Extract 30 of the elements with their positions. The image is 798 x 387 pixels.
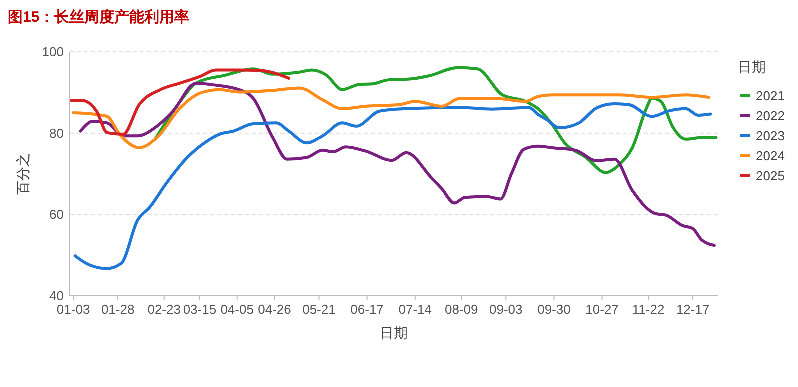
x-tick-label: 09-30 — [538, 302, 571, 317]
legend-label: 2025 — [756, 168, 785, 184]
x-tick-label: 11-22 — [632, 302, 665, 317]
y-tick-label: 80 — [50, 126, 64, 141]
y-tick-label: 100 — [42, 44, 64, 60]
x-tick-label: 10-27 — [586, 302, 619, 317]
x-tick-label: 06-17 — [350, 302, 384, 317]
x-tick-label: 02-23 — [148, 302, 181, 317]
legend-title: 日期 — [738, 59, 766, 75]
x-tick-label: 09-03 — [490, 302, 523, 317]
y-tick-label: 40 — [50, 288, 64, 304]
x-tick-label: 03-15 — [183, 302, 217, 317]
legend-label: 2023 — [756, 128, 785, 144]
line-series — [72, 86, 711, 150]
x-axis-title: 日期 — [380, 325, 408, 341]
x-tick-label: 01-03 — [56, 302, 90, 317]
y-tick-label: 60 — [50, 207, 64, 222]
x-tick-label: 04-05 — [220, 302, 254, 317]
x-tick-label: 07-14 — [398, 302, 432, 317]
x-tick-label: 12-17 — [676, 302, 710, 317]
legend-label: 2021 — [756, 88, 785, 104]
legend-label: 2022 — [756, 108, 785, 124]
y-axis-title: 百分之 — [15, 153, 31, 195]
legend-label: 2024 — [756, 148, 785, 164]
x-tick-label: 05-21 — [302, 302, 336, 317]
x-tick-label: 08-09 — [445, 302, 478, 317]
x-tick-label: 04-26 — [258, 302, 292, 317]
line-series — [70, 68, 290, 136]
x-tick-label: 01-28 — [101, 302, 135, 317]
chart-title: 图15：长丝周度产能利用率 — [8, 8, 190, 26]
